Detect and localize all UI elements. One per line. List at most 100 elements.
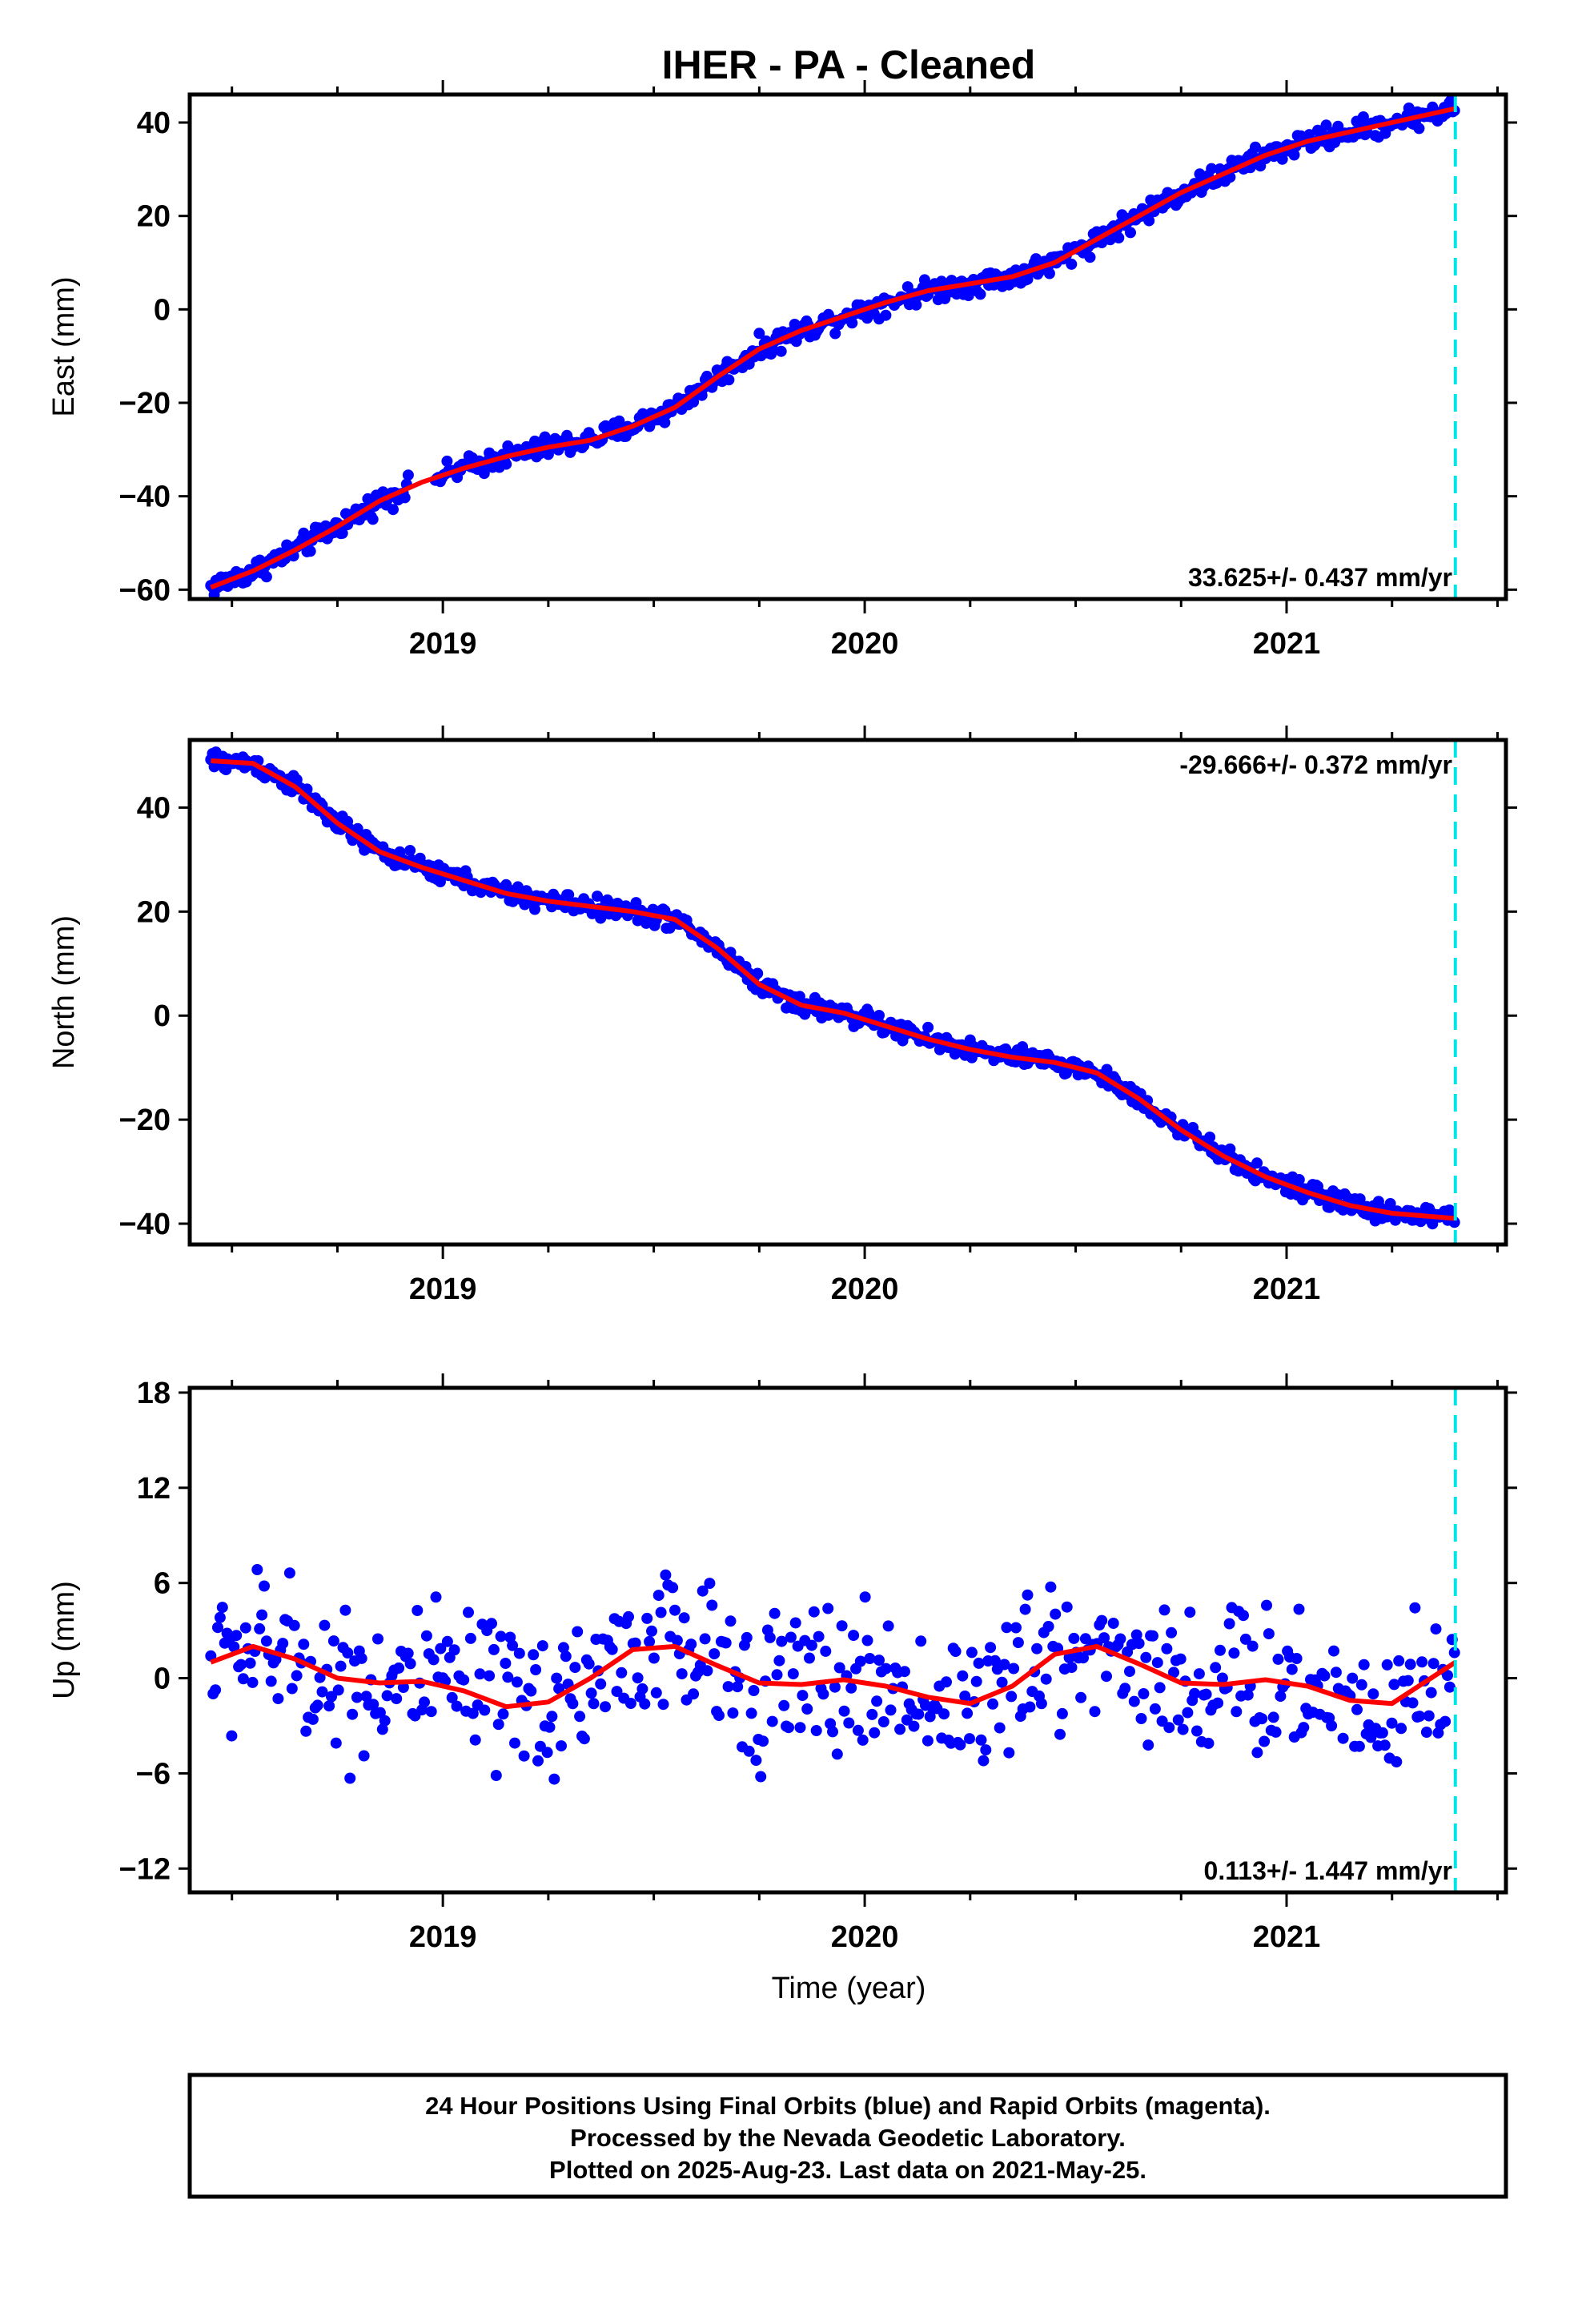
plot-frame [187,92,1508,601]
data-point [1124,1666,1135,1678]
data-point [1206,163,1218,175]
data-point [574,1711,586,1723]
data-point [848,1630,860,1642]
data-point [1239,1633,1251,1645]
data-point [1193,1668,1205,1680]
data-point [629,1637,641,1649]
data-point [1291,1653,1303,1664]
data-point [1012,1637,1024,1649]
data-point [869,1727,881,1739]
data-point [776,1635,788,1647]
y-tick-label: −20 [119,387,171,420]
data-point [288,1619,300,1631]
data-point [1042,1621,1054,1632]
data-point [1189,1687,1201,1699]
data-point [922,1021,934,1033]
data-point [300,1725,312,1737]
data-point [785,1631,797,1643]
data-point [463,1606,474,1618]
data-point [1354,1193,1366,1205]
data-point [1061,1601,1073,1613]
data-point [1001,1622,1013,1634]
data-point [667,1582,679,1594]
data-point [1172,1714,1184,1726]
data-point [228,1641,240,1653]
data-point [319,1619,331,1631]
data-point [1420,1727,1432,1738]
data-point [1182,1707,1194,1719]
data-point [272,1693,284,1705]
data-point [1263,1628,1275,1640]
data-point [548,1773,560,1785]
data-point [1174,1653,1186,1665]
data-point [332,1684,344,1696]
data-point [1096,1614,1108,1626]
data-point [894,1723,906,1735]
plot-frame [187,1385,1508,1895]
data-point [1413,123,1425,135]
x-tick-label: 2020 [831,1920,899,1954]
data-point [827,1726,838,1738]
data-point [650,1687,662,1699]
data-point [801,1703,813,1715]
data-point [1414,1711,1426,1723]
data-point [1216,1672,1228,1684]
data-point [659,416,671,428]
data-point [1293,1603,1305,1615]
data-point [745,1707,757,1719]
x-tick-label: 2019 [409,627,477,661]
data-point [541,1747,553,1759]
y-axis-label: East (mm) [47,276,81,416]
data-point [817,1688,829,1700]
data-point [251,1564,263,1575]
data-point [467,1707,479,1719]
data-point [1275,1691,1287,1703]
data-point [425,1706,437,1718]
data-point [393,1662,405,1674]
data-point [404,1658,416,1670]
data-point [283,1567,295,1579]
plot-area [205,1564,1460,1785]
data-point [996,1676,1008,1688]
data-point [975,1734,987,1746]
data-point [567,1698,579,1710]
up-panel: −12 −6 0 6 12 18 2019 2020 2021 Up (mm) 0.113+/- 1… [47,1373,1517,1954]
x-tick-label: 2021 [1253,627,1321,661]
data-point [1133,1638,1145,1650]
y-tick-label: 20 [137,200,171,234]
plot-area [205,746,1460,1230]
data-point [1003,1747,1015,1759]
data-point [845,1682,857,1694]
data-point [616,1667,628,1679]
data-point [335,1660,347,1672]
data-point [794,1722,806,1734]
data-point [1138,1688,1150,1699]
fit-curve [210,106,1456,590]
data-point [1326,1720,1338,1731]
data-point [1251,1747,1263,1759]
rate-label: 33.625+/- 0.437 mm/yr [1188,563,1452,592]
data-point [1107,1618,1119,1629]
data-point [924,1711,936,1723]
data-point [513,1647,525,1659]
data-point [358,1750,370,1762]
data-point [536,1640,548,1652]
data-point [259,1580,270,1592]
data-point [741,1631,753,1643]
data-point [697,1585,709,1597]
data-point [1442,1670,1453,1682]
data-point [495,1630,507,1642]
data-point [611,1686,623,1698]
data-point [212,1622,223,1634]
data-point [810,1725,822,1736]
data-point [769,1607,781,1619]
data-point [750,1755,762,1767]
data-point [873,1655,885,1667]
data-point [660,1569,672,1581]
data-point [327,1635,339,1647]
data-point [311,1699,323,1711]
data-point [277,1638,289,1650]
data-point [553,1683,565,1695]
data-point [1251,1157,1263,1169]
data-point [569,1662,581,1674]
